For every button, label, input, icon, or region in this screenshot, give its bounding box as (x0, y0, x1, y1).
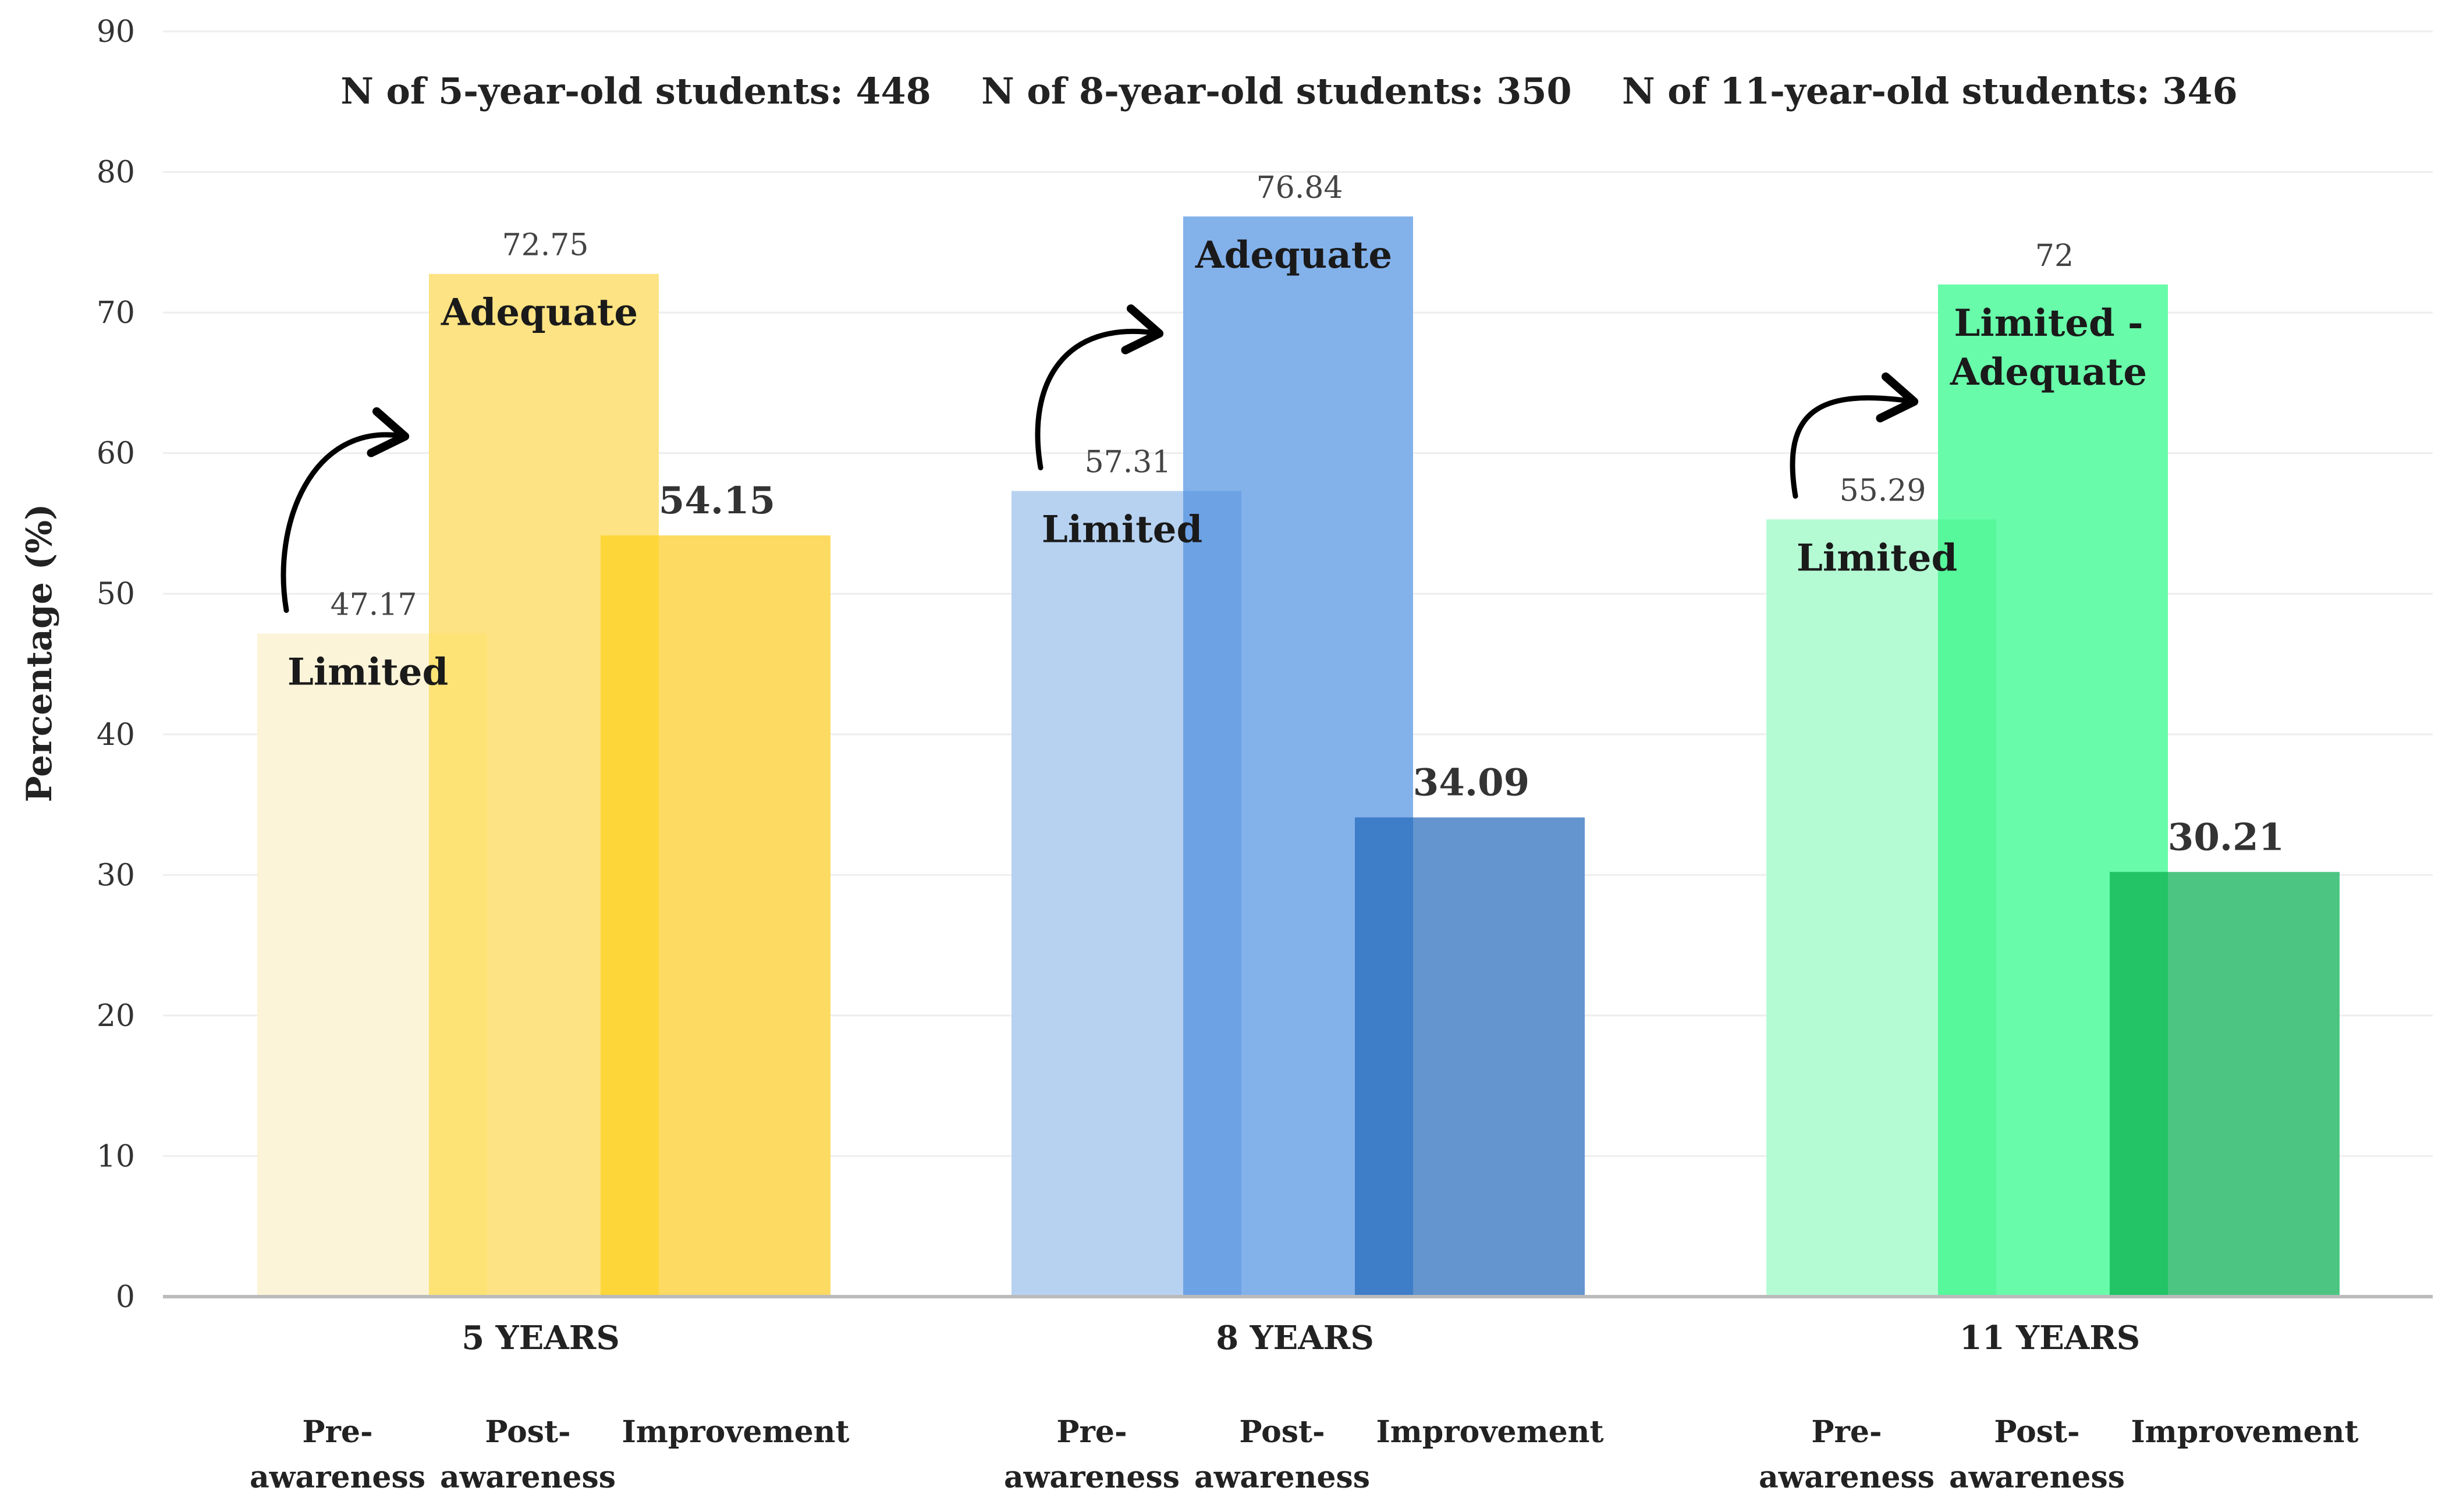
value-label: 54.15 (659, 479, 775, 523)
bar-category-label: awareness (250, 1460, 425, 1495)
y-tick-label: 10 (97, 1139, 135, 1174)
value-label: 72 (2035, 239, 2074, 274)
value-label: 30.21 (2168, 815, 2284, 859)
bar-category-label: Post- (1994, 1414, 2079, 1450)
bar-category-label: awareness (1004, 1460, 1180, 1495)
bar-category-label: Post- (1239, 1414, 1325, 1450)
bar-overlap (601, 535, 659, 1297)
bar-annotation: Limited (288, 651, 448, 694)
value-label: 34.09 (1413, 761, 1529, 805)
bar-category-label: Pre- (1056, 1414, 1127, 1450)
y-tick-label: 80 (97, 155, 135, 190)
bar-category-label: awareness (1949, 1460, 2125, 1495)
improvement-arrow (1035, 304, 1164, 471)
bar-overlap (1183, 491, 1241, 1297)
y-tick-label: 60 (97, 436, 135, 471)
bar-category-label: Pre- (302, 1414, 372, 1450)
bar-annotation: Limited (1042, 508, 1202, 552)
annotations: Limited Adequate Limited Adequate Limited Lim… (288, 233, 2147, 694)
y-tick-label: 30 (97, 858, 135, 893)
bar-annotation: Limited (1797, 536, 1957, 580)
y-tick-labels: 0 10 20 30 40 50 60 70 80 90 (97, 15, 135, 1315)
bar-annotation: Limited - (1954, 301, 2143, 345)
y-tick-label: 0 (116, 1280, 135, 1315)
bars (257, 216, 2340, 1297)
group-label: 5 YEARS (462, 1319, 620, 1357)
value-label: 55.29 (1840, 473, 1926, 508)
chart-title: N of 5-year-old students: 448 N of 8-yea… (340, 70, 2237, 112)
value-label: 76.84 (1257, 171, 1343, 205)
bar-category-label: Improvement (2131, 1414, 2358, 1450)
x-axis-labels: 5 YEARSPre-awarenessPost-awarenessImprov… (250, 1319, 2359, 1495)
bar-category-label: awareness (1759, 1460, 1935, 1495)
value-label: 47.17 (331, 588, 417, 623)
bar-category-label: Post- (485, 1414, 570, 1450)
y-axis-label: Percentage (%) (19, 503, 60, 802)
bar-annotation: Adequate (1195, 233, 1392, 277)
y-tick-label: 90 (97, 15, 135, 49)
improvement-arrow (281, 407, 410, 613)
bar-overlap (1355, 817, 1413, 1297)
bar-category-label: awareness (440, 1460, 616, 1495)
bar-annotation: Adequate (441, 291, 638, 335)
bar-overlap (1938, 519, 1996, 1297)
bar-category-label: Pre- (1811, 1414, 1882, 1450)
bar-overlap (2110, 872, 2168, 1297)
y-tick-label: 50 (97, 577, 135, 612)
bar-overlap (429, 633, 487, 1297)
bar-category-label: Improvement (1376, 1414, 1603, 1450)
value-label: 72.75 (502, 228, 589, 263)
value-label: 57.31 (1085, 445, 1172, 480)
value-labels: 47.17 72.75 54.15 57.31 76.84 34.09 55.29 72 30.… (331, 171, 2285, 859)
y-tick-label: 20 (97, 999, 135, 1034)
y-tick-label: 40 (97, 718, 135, 753)
bar-category-label: Improvement (622, 1414, 849, 1450)
group-label: 8 YEARS (1216, 1319, 1374, 1357)
group-label: 11 YEARS (1960, 1319, 2141, 1357)
improvement-arrow (1790, 372, 1919, 499)
bar-category-label: awareness (1194, 1460, 1370, 1495)
arrows (281, 304, 1919, 613)
y-tick-label: 70 (97, 296, 135, 331)
bar-annotation: Adequate (1950, 350, 2147, 394)
